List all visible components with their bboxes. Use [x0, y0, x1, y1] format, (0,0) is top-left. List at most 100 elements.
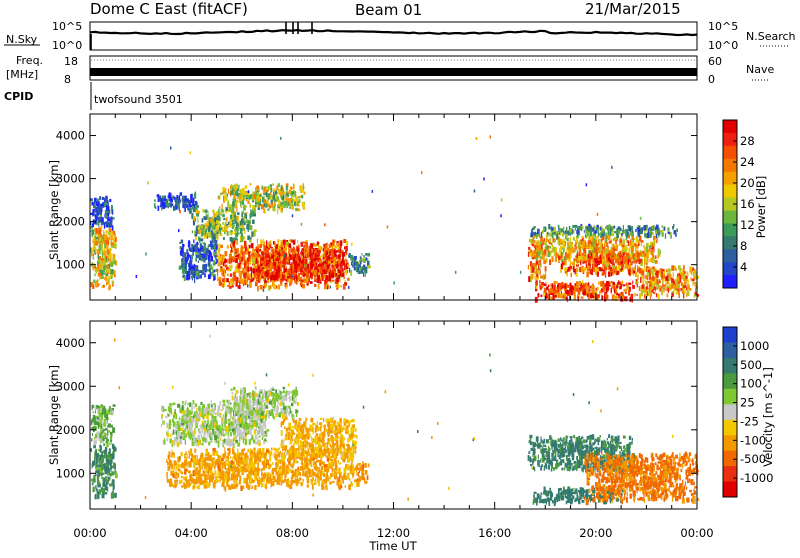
velocity-cell	[97, 491, 100, 494]
power-cell	[173, 197, 175, 200]
power-cell	[238, 280, 239, 283]
power-cell	[205, 223, 206, 229]
power-cell	[181, 240, 183, 243]
power-cell	[181, 263, 182, 268]
velocity-cell	[102, 410, 104, 415]
power-cell	[286, 191, 287, 194]
power-cell	[551, 245, 553, 247]
velocity-cell	[101, 473, 103, 476]
power-cell	[545, 282, 546, 284]
power-cell	[583, 293, 586, 296]
power-cell	[268, 264, 270, 267]
power-cell	[661, 230, 664, 233]
power-cell	[609, 260, 610, 262]
power-cell	[95, 241, 98, 246]
power-cell	[242, 226, 245, 228]
power-cell	[564, 260, 567, 265]
power-cell	[567, 253, 570, 258]
power-cell	[593, 253, 595, 256]
power-cell	[298, 209, 300, 212]
power-cell	[556, 287, 558, 290]
power-cell	[585, 226, 586, 231]
power-cell	[616, 235, 619, 239]
power-cell	[217, 269, 219, 272]
power-cell	[255, 283, 257, 287]
power-cell	[559, 243, 560, 246]
power-cell	[543, 250, 544, 255]
power-cell	[93, 253, 94, 256]
power-cell	[366, 268, 367, 273]
power-cell	[656, 225, 659, 228]
power-cell	[222, 222, 224, 225]
power-cell	[265, 273, 266, 276]
power-cell	[639, 268, 642, 274]
power-cell	[630, 261, 632, 264]
power-cell	[237, 216, 239, 220]
power-cell	[687, 285, 690, 290]
power-noise-point	[170, 147, 172, 150]
power-cell	[314, 284, 316, 287]
power-cell	[611, 251, 613, 255]
power-cell	[204, 216, 207, 220]
power-cell	[234, 229, 235, 231]
power-cell	[575, 246, 577, 250]
power-cell	[612, 286, 614, 288]
power-cell	[572, 230, 574, 234]
power-cell	[91, 202, 94, 206]
power-cell	[662, 225, 664, 227]
power-cell	[573, 237, 575, 241]
power-cell	[103, 267, 105, 272]
power-cell	[581, 267, 584, 272]
velocity-cell	[104, 466, 107, 472]
power-cell	[605, 270, 606, 276]
power-cell	[314, 262, 316, 267]
power-cell	[532, 228, 535, 230]
power-cell	[635, 246, 636, 251]
power-cell	[580, 239, 582, 241]
power-cell	[612, 282, 615, 285]
power-noise-point	[586, 183, 588, 186]
power-noise-point	[94, 252, 96, 255]
power-cell	[606, 287, 609, 291]
power-cell	[103, 230, 104, 234]
power-cell	[590, 244, 591, 249]
velocity-cell	[115, 468, 116, 471]
power-cell	[331, 265, 334, 268]
power-cell	[194, 231, 195, 235]
power-noise-point	[421, 171, 423, 174]
power-cell	[528, 252, 529, 257]
power-cell	[229, 268, 232, 272]
velocity-cell	[100, 467, 102, 472]
power-cell	[584, 257, 587, 261]
power-cell	[96, 268, 98, 273]
power-cell	[560, 247, 561, 251]
power-cell	[616, 266, 618, 268]
power-cell	[586, 287, 589, 290]
power-noise-point	[145, 253, 147, 256]
power-cell	[566, 283, 567, 289]
power-cell	[536, 240, 538, 246]
power-cell	[528, 276, 530, 282]
velocity-cell	[211, 404, 213, 407]
power-cell	[628, 226, 630, 229]
power-cell	[642, 271, 644, 275]
power-cell	[637, 294, 638, 296]
power-noise-point	[635, 229, 637, 232]
power-cell	[200, 275, 202, 279]
velocity-cell	[94, 421, 96, 425]
power-cell	[656, 240, 657, 244]
velocity-cell	[101, 424, 102, 429]
power-cell	[183, 244, 184, 247]
power-cell	[538, 251, 540, 254]
power-noise-point	[330, 286, 332, 289]
power-cell	[215, 230, 217, 234]
power-colorbar-label: Power [dB]	[754, 176, 768, 239]
power-cell	[331, 259, 334, 262]
power-cell	[644, 233, 647, 237]
power-cell	[95, 217, 97, 220]
power-cell	[222, 204, 223, 209]
power-cell	[244, 222, 245, 225]
power-cell	[107, 250, 110, 255]
power-cell	[249, 225, 252, 230]
power-cell	[602, 284, 604, 289]
